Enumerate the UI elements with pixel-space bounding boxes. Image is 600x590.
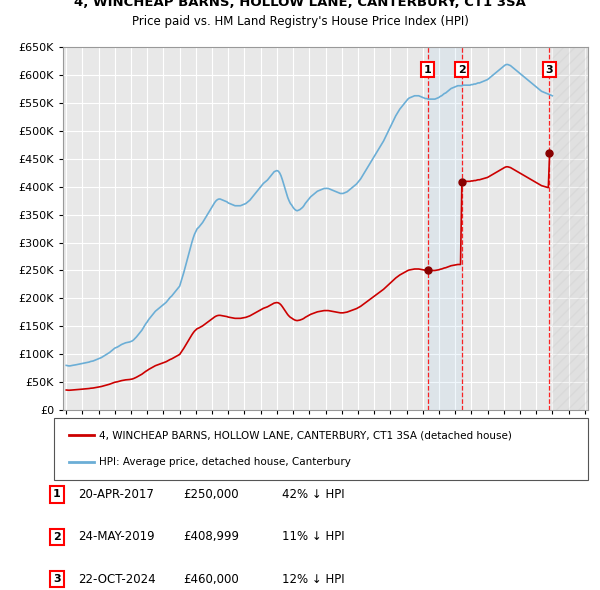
Text: 3: 3 <box>545 64 553 74</box>
Text: 2: 2 <box>458 64 466 74</box>
Text: 4, WINCHEAP BARNS, HOLLOW LANE, CANTERBURY, CT1 3SA (detached house): 4, WINCHEAP BARNS, HOLLOW LANE, CANTERBU… <box>99 430 512 440</box>
Text: 11% ↓ HPI: 11% ↓ HPI <box>282 530 344 543</box>
Text: 12% ↓ HPI: 12% ↓ HPI <box>282 573 344 586</box>
Text: 20-APR-2017: 20-APR-2017 <box>78 488 154 501</box>
Text: 2: 2 <box>53 532 61 542</box>
Text: 1: 1 <box>53 490 61 499</box>
Text: 3: 3 <box>53 575 61 584</box>
Text: 24-MAY-2019: 24-MAY-2019 <box>78 530 155 543</box>
Text: Price paid vs. HM Land Registry's House Price Index (HPI): Price paid vs. HM Land Registry's House … <box>131 15 469 28</box>
Text: 22-OCT-2024: 22-OCT-2024 <box>78 573 155 586</box>
Text: 1: 1 <box>424 64 431 74</box>
Text: 4, WINCHEAP BARNS, HOLLOW LANE, CANTERBURY, CT1 3SA: 4, WINCHEAP BARNS, HOLLOW LANE, CANTERBU… <box>74 0 526 9</box>
Text: 42% ↓ HPI: 42% ↓ HPI <box>282 488 344 501</box>
Bar <box>428 47 461 410</box>
Text: £460,000: £460,000 <box>183 573 239 586</box>
Text: £250,000: £250,000 <box>183 488 239 501</box>
Text: £408,999: £408,999 <box>183 530 239 543</box>
Bar <box>553 47 593 410</box>
Text: HPI: Average price, detached house, Canterbury: HPI: Average price, detached house, Cant… <box>99 457 351 467</box>
